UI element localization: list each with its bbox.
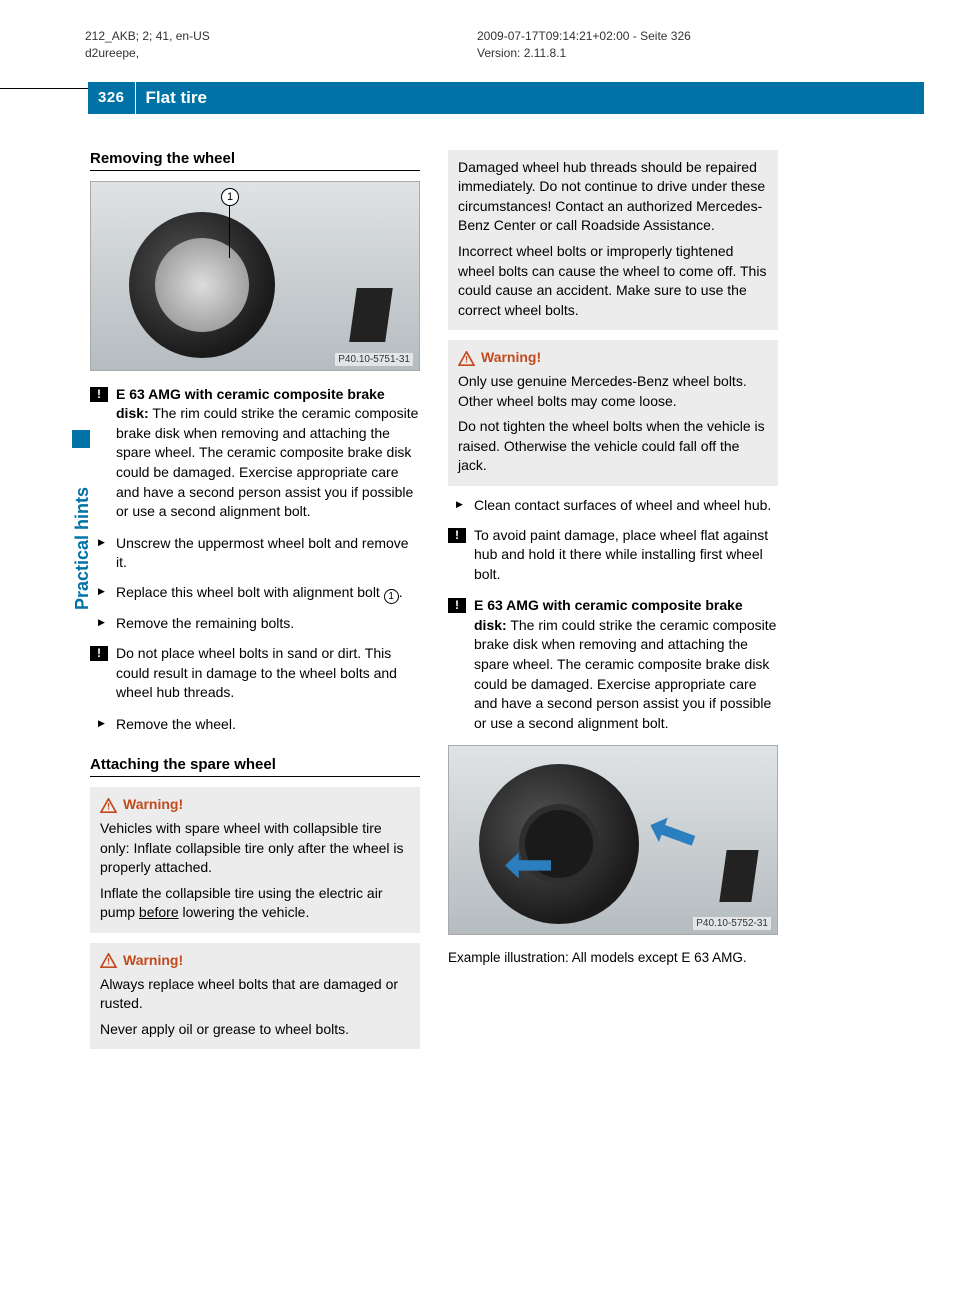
note-text: Do not place wheel bolts in sand or dirt… [116,645,397,700]
jack-graphic [719,850,758,902]
side-tab-marker [72,430,90,448]
svg-text:!: ! [107,801,110,811]
warning-title: Warning! [481,348,541,368]
arrow-graphic [646,813,698,853]
step-unscrew: Unscrew the uppermost wheel bolt and rem… [90,534,420,573]
warning-bolts: ! Warning! Always replace wheel bolts th… [90,943,420,1049]
figure-caption: Example illustration: All models except … [448,949,778,968]
rim-graphic [155,238,249,332]
meta-right-1: 2009-07-17T09:14:21+02:00 - Seite 326 [477,28,869,45]
warning-collapsible: ! Warning! Vehicles with spare wheel wit… [90,787,420,933]
note-sand-dirt: ! Do not place wheel bolts in sand or di… [90,644,420,703]
meta-left-1: 212_AKB; 2; 41, en-US [85,28,477,45]
warning-text: Do not tighten the wheel bolts when the … [458,417,768,476]
svg-text:!: ! [107,957,110,967]
crop-mark [0,88,88,89]
warning-text: Always replace wheel bolts that are dama… [100,975,410,1014]
step-remove-bolts: Remove the remaining bolts. [90,614,420,634]
alert-icon: ! [90,646,108,661]
warning-genuine-bolts: ! Warning! Only use genuine Mercedes-Ben… [448,340,778,486]
figure-removing-wheel: 1 P40.10-5751-31 [90,181,420,371]
left-column: Removing the wheel 1 P40.10-5751-31 ! E … [90,150,420,1050]
page-title: Flat tire [136,88,207,108]
callout-line [229,206,230,258]
step-remove-wheel: Remove the wheel. [90,715,420,735]
note-text: To avoid paint damage, place wheel flat … [474,527,768,582]
step-clean-contact: Clean contact surfaces of wheel and whee… [448,496,778,516]
note-paint-damage: ! To avoid paint damage, place wheel fla… [448,526,778,585]
figure-attaching-wheel: P40.10-5752-31 [448,745,778,935]
right-column: Damaged wheel hub threads should be repa… [448,150,778,1050]
warning-continued: Damaged wheel hub threads should be repa… [448,150,778,331]
figure-code: P40.10-5752-31 [693,917,771,930]
alert-icon: ! [90,387,108,402]
warning-icon: ! [100,798,117,813]
warning-icon: ! [100,953,117,968]
warning-text: Damaged wheel hub threads should be repa… [458,158,768,236]
warning-text: Only use genuine Mercedes-Benz wheel bol… [458,372,768,411]
figure-code: P40.10-5751-31 [335,353,413,366]
step-text-b: . [399,584,403,600]
step-text-a: Replace this wheel bolt with alignment b… [116,584,384,600]
header-meta: 212_AKB; 2; 41, en-US d2ureepe, 2009-07-… [0,0,954,82]
note-amg-brake-1: ! E 63 AMG with ceramic composite brake … [90,385,420,522]
meta-left-2: d2ureepe, [85,45,477,62]
alert-icon: ! [448,528,466,543]
meta-right-2: Version: 2.11.8.1 [477,45,869,62]
warning-text: Incorrect wheel bolts or improperly tigh… [458,242,768,320]
warning-title: Warning! [123,951,183,971]
jack-graphic [349,288,393,342]
alert-icon: ! [448,598,466,613]
page-number: 326 [88,89,135,106]
step-replace-bolt: Replace this wheel bolt with alignment b… [90,583,420,605]
circled-number: 1 [384,589,399,604]
warning-text: Vehicles with spare wheel with collapsib… [100,819,410,878]
note-text: The rim could strike the ceramic composi… [116,405,418,519]
warning-icon: ! [458,351,475,366]
svg-text:!: ! [465,354,468,364]
warning-title: Warning! [123,795,183,815]
callout-bubble: 1 [221,188,239,206]
note-text: The rim could strike the ceramic composi… [474,617,776,731]
note-amg-brake-2: ! E 63 AMG with ceramic composite brake … [448,596,778,733]
section-removing-wheel: Removing the wheel [90,150,420,171]
warning-text: Never apply oil or grease to wheel bolts… [100,1020,410,1040]
section-attaching-wheel: Attaching the spare wheel [90,756,420,777]
hub-graphic [519,804,599,884]
warning-text: Inflate the collapsible tire using the e… [100,884,410,923]
title-bar: 326 Flat tire [88,82,924,114]
